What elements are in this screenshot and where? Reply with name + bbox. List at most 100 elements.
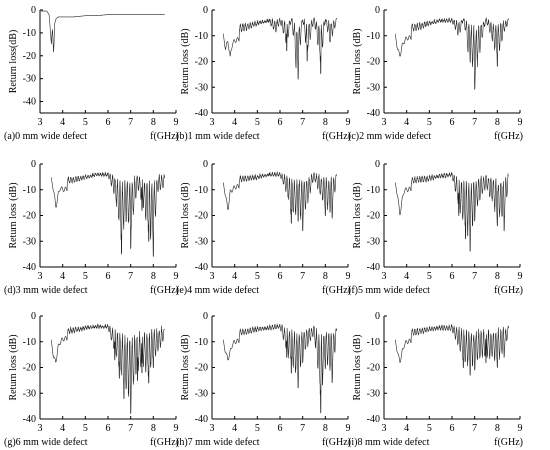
- series-line: [395, 16, 509, 90]
- y-tick-label: 0: [375, 159, 380, 170]
- x-tick-label: 4: [404, 271, 409, 282]
- y-tick-label: -20: [195, 57, 208, 68]
- panel-caption: (a)0 mm wide defect: [4, 131, 87, 142]
- y-tick-label: -40: [23, 414, 36, 425]
- x-tick-label: 9: [174, 117, 179, 128]
- panel-caption: (d)3 mm wide defect: [4, 285, 88, 296]
- y-tick-label: -40: [367, 108, 380, 119]
- y-tick-label: 0: [31, 311, 36, 322]
- y-tick-label: -30: [367, 236, 380, 247]
- x-tick-label: 7: [128, 271, 133, 282]
- x-tick-label: 5: [255, 423, 260, 434]
- panel-caption: (i)8 mm wide defect: [348, 437, 430, 448]
- x-tick-label: 4: [60, 271, 65, 282]
- y-tick-label: -10: [23, 337, 36, 348]
- x-tick-label: 9: [518, 423, 523, 434]
- x-axis-unit-label: f(GHz): [322, 285, 351, 296]
- y-tick-label: -40: [367, 262, 380, 273]
- y-tick-label: -20: [195, 211, 208, 222]
- x-tick-label: 8: [323, 423, 328, 434]
- x-tick-label: 6: [450, 271, 455, 282]
- y-axis-label: Return loss (dB): [352, 28, 363, 94]
- x-tick-label: 6: [278, 423, 283, 434]
- x-tick-label: 8: [495, 271, 500, 282]
- y-tick-label: -30: [195, 82, 208, 93]
- panel-caption: (f)5 mm wide defect: [348, 285, 430, 296]
- x-tick-label: 8: [151, 117, 156, 128]
- x-tick-label: 9: [518, 117, 523, 128]
- y-tick-label: -20: [367, 57, 380, 68]
- x-tick-label: 4: [404, 117, 409, 128]
- x-tick-label: 8: [323, 117, 328, 128]
- x-tick-label: 6: [450, 423, 455, 434]
- panel-caption: (h)7 mm wide defect: [176, 437, 260, 448]
- x-tick-label: 6: [106, 423, 111, 434]
- x-tick-label: 7: [300, 117, 305, 128]
- chart-panel-9: 0 -10 -20 -30 -403 4 5 6 7 8 9 Return loss (dB) (i)8…: [348, 311, 523, 448]
- y-tick-label: -20: [23, 211, 36, 222]
- chart-panel-2: 0 -10 -20 -30 -403 4 5 6 7 8 9 Return loss (dB) (b)1…: [176, 5, 351, 142]
- y-tick-label: -40: [367, 414, 380, 425]
- y-tick-label: -40: [23, 97, 36, 108]
- x-tick-label: 8: [495, 117, 500, 128]
- y-axis-label: Return loss (dB): [352, 182, 363, 248]
- series-line: [51, 171, 165, 257]
- x-axis-unit-label: f(GHz): [150, 285, 179, 296]
- y-tick-label: -30: [23, 74, 36, 85]
- x-axis-unit-label: f(GHz): [494, 285, 523, 296]
- x-tick-label: 6: [450, 117, 455, 128]
- y-tick-label: -20: [367, 211, 380, 222]
- y-tick-label: 0: [203, 311, 208, 322]
- y-axis-label: Return loss (dB): [180, 28, 191, 94]
- x-tick-label: 3: [38, 271, 43, 282]
- y-tick-label: 0: [203, 5, 208, 16]
- x-tick-label: 6: [106, 117, 111, 128]
- y-axis-label: Return loss (dB): [180, 182, 191, 248]
- x-axis-unit-label: f(GHz): [494, 437, 523, 448]
- series-line: [395, 324, 509, 376]
- x-tick-label: 9: [346, 117, 351, 128]
- y-tick-label: -20: [23, 51, 36, 62]
- y-tick-label: -10: [23, 28, 36, 39]
- x-tick-label: 5: [427, 271, 432, 282]
- x-tick-label: 7: [472, 271, 477, 282]
- series-line: [41, 10, 165, 53]
- x-axis-unit-label: f(GHz): [150, 131, 179, 142]
- x-tick-label: 4: [232, 271, 237, 282]
- panel-caption: (b)1 mm wide defect: [176, 131, 260, 142]
- y-tick-label: -30: [195, 388, 208, 399]
- y-tick-label: 0: [203, 159, 208, 170]
- x-tick-label: 3: [38, 423, 43, 434]
- x-tick-label: 3: [210, 423, 215, 434]
- y-tick-label: -10: [195, 185, 208, 196]
- x-tick-label: 6: [278, 271, 283, 282]
- series-line: [223, 171, 337, 231]
- x-tick-label: 4: [404, 423, 409, 434]
- y-axis-label: Return loss (dB): [8, 182, 19, 248]
- x-tick-label: 5: [83, 271, 88, 282]
- x-axis-unit-label: f(GHz): [150, 437, 179, 448]
- x-tick-label: 4: [232, 423, 237, 434]
- x-tick-label: 9: [346, 271, 351, 282]
- x-tick-label: 5: [427, 117, 432, 128]
- x-tick-label: 8: [323, 271, 328, 282]
- panel-caption: (e)4 mm wide defect: [176, 285, 259, 296]
- x-tick-label: 7: [300, 423, 305, 434]
- chart-panel-6: 0 -10 -20 -30 -403 4 5 6 7 8 9 Return loss (dB) (f)5…: [348, 159, 523, 296]
- y-tick-label: -30: [195, 236, 208, 247]
- x-tick-label: 3: [382, 271, 387, 282]
- x-tick-label: 7: [128, 423, 133, 434]
- y-tick-label: 0: [31, 159, 36, 170]
- x-tick-label: 4: [60, 117, 65, 128]
- y-axis-label: Return loss (dB): [8, 334, 19, 400]
- x-tick-label: 5: [83, 423, 88, 434]
- y-tick-label: -20: [195, 363, 208, 374]
- chart-panel-5: 0 -10 -20 -30 -403 4 5 6 7 8 9 Return loss (dB) (e)4…: [176, 159, 351, 296]
- y-tick-label: -20: [367, 363, 380, 374]
- x-tick-label: 7: [300, 271, 305, 282]
- panel-caption: (g)6 mm wide defect: [4, 437, 88, 448]
- y-tick-label: -10: [367, 337, 380, 348]
- x-tick-label: 5: [427, 423, 432, 434]
- y-tick-label: -10: [367, 31, 380, 42]
